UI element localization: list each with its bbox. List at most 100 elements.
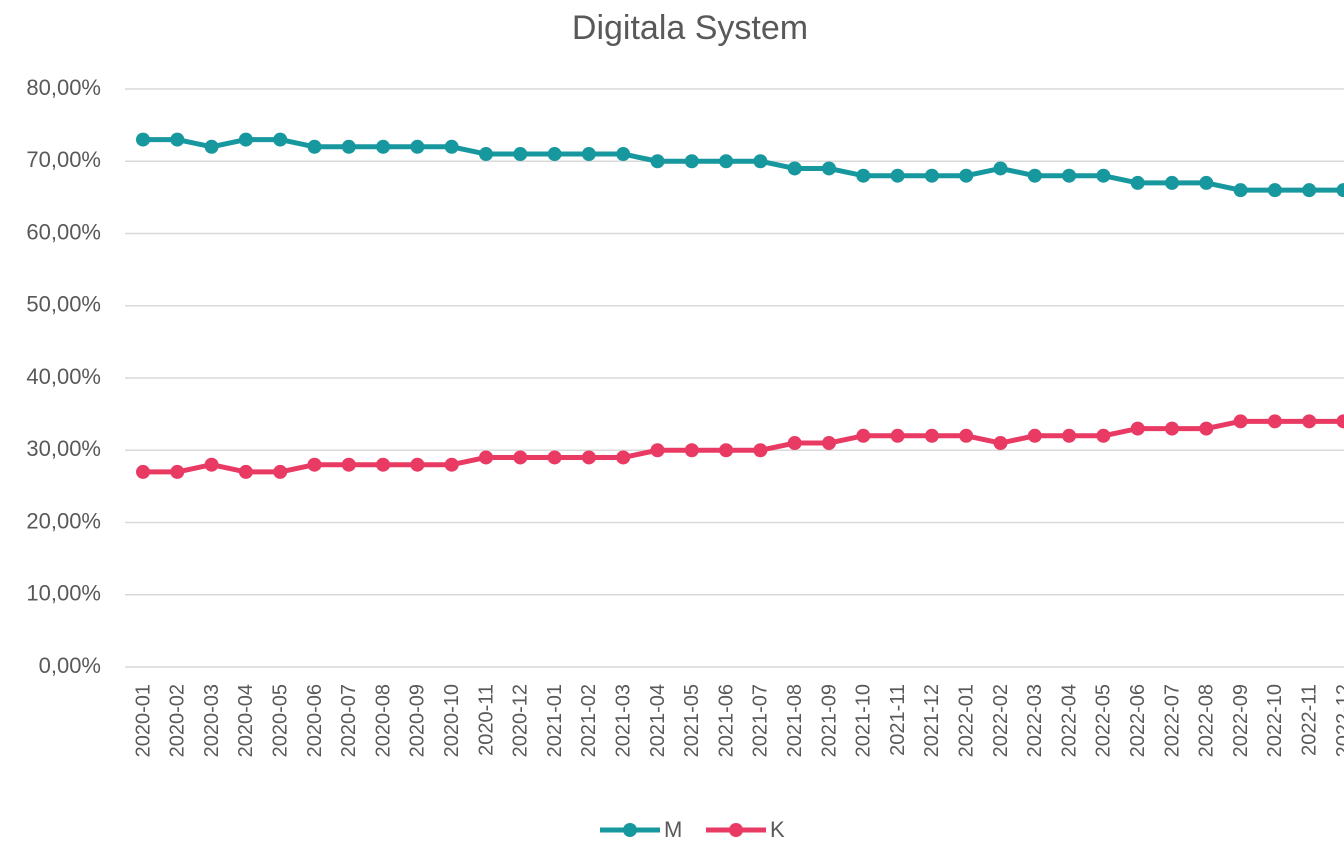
data-point [1302,183,1317,198]
data-point [924,428,939,443]
x-tick-label: 2020-02 [167,684,189,757]
data-point [581,147,596,162]
x-tick-label: 2021-11 [887,684,909,756]
x-tick-label: 2020-04 [235,684,257,757]
data-point [650,154,665,169]
data-point [1130,421,1145,436]
data-point [170,132,185,147]
data-point [1027,168,1042,183]
x-tick-label: 2022-02 [990,684,1012,757]
data-point [1096,428,1111,443]
data-point [273,464,288,479]
chart-title: Digitala System [572,9,808,47]
data-point [204,457,219,472]
data-point [1267,414,1282,429]
x-tick-label: 2020-06 [304,684,326,757]
x-tick-label: 2021-07 [750,684,772,757]
x-tick-label: 2021-04 [647,684,669,757]
data-point [170,464,185,479]
data-point [444,457,459,472]
data-point [959,428,974,443]
data-point [616,147,631,162]
data-point [753,443,768,458]
data-point [890,168,905,183]
x-tick-label: 2021-12 [921,684,943,757]
y-tick-label: 80,00% [26,75,101,100]
data-point [444,139,459,154]
x-tick-label: 2022-09 [1230,684,1252,757]
data-point [616,450,631,465]
data-point [204,139,219,154]
y-tick-label: 30,00% [26,436,101,461]
data-point [787,436,802,451]
data-point [1027,428,1042,443]
data-point [1233,414,1248,429]
x-tick-label: 2021-01 [544,684,566,757]
data-point [376,139,391,154]
x-tick-label: 2022-08 [1196,684,1218,757]
y-tick-label: 0,00% [39,653,101,678]
x-tick-label: 2022-03 [1024,684,1046,757]
data-point [307,139,322,154]
x-tick-label: 2020-12 [510,684,532,757]
data-point [924,168,939,183]
data-point [1130,175,1145,190]
x-tick-label: 2020-09 [407,684,429,757]
x-tick-label: 2022-06 [1127,684,1149,757]
y-tick-label: 60,00% [26,219,101,244]
data-point [684,443,699,458]
legend-label: M [664,817,682,841]
data-point [1096,168,1111,183]
y-tick-label: 40,00% [26,364,101,389]
legend-label: K [770,817,785,841]
data-point [787,161,802,176]
data-point [650,443,665,458]
x-tick-label: 2022-11 [1298,684,1320,756]
x-tick-label: 2020-01 [132,684,154,757]
data-point [890,428,905,443]
data-point [719,443,734,458]
legend-marker [729,823,743,837]
y-tick-label: 20,00% [26,508,101,533]
data-point [993,161,1008,176]
x-tick-label: 2020-08 [372,684,394,757]
data-point [479,450,493,465]
data-point [1267,183,1282,198]
data-point [1336,414,1344,429]
data-point [547,147,562,162]
x-tick-label: 2021-02 [578,684,600,757]
series-line [143,418,1344,475]
data-point [1336,183,1344,198]
data-point [719,154,734,169]
data-point [1302,414,1317,429]
series-line [143,137,1344,193]
data-point [136,464,150,479]
data-point [273,132,288,147]
x-tick-label: 2022-10 [1264,684,1286,757]
x-tick-label: 2021-03 [612,684,634,757]
data-point [341,457,356,472]
x-tick-label: 2020-10 [441,684,463,757]
data-point [410,457,425,472]
data-point [307,457,322,472]
y-tick-label: 70,00% [26,147,101,172]
x-tick-label: 2022-04 [1058,684,1080,757]
data-point [856,428,871,443]
x-tick-label: 2022-05 [1093,684,1115,757]
x-tick-label: 2021-10 [853,684,875,757]
data-point [856,168,871,183]
x-tick-label: 2020-03 [201,684,223,757]
data-point [1199,421,1214,436]
y-tick-label: 10,00% [26,581,101,606]
data-point [993,436,1008,451]
y-tick-label: 50,00% [26,292,101,317]
data-point [479,147,493,162]
data-point [684,154,699,169]
data-point [136,132,150,147]
x-tick-label: 2021-08 [784,684,806,757]
data-point [1062,168,1077,183]
data-point [822,161,836,176]
data-point [959,168,974,183]
data-point [513,450,528,465]
